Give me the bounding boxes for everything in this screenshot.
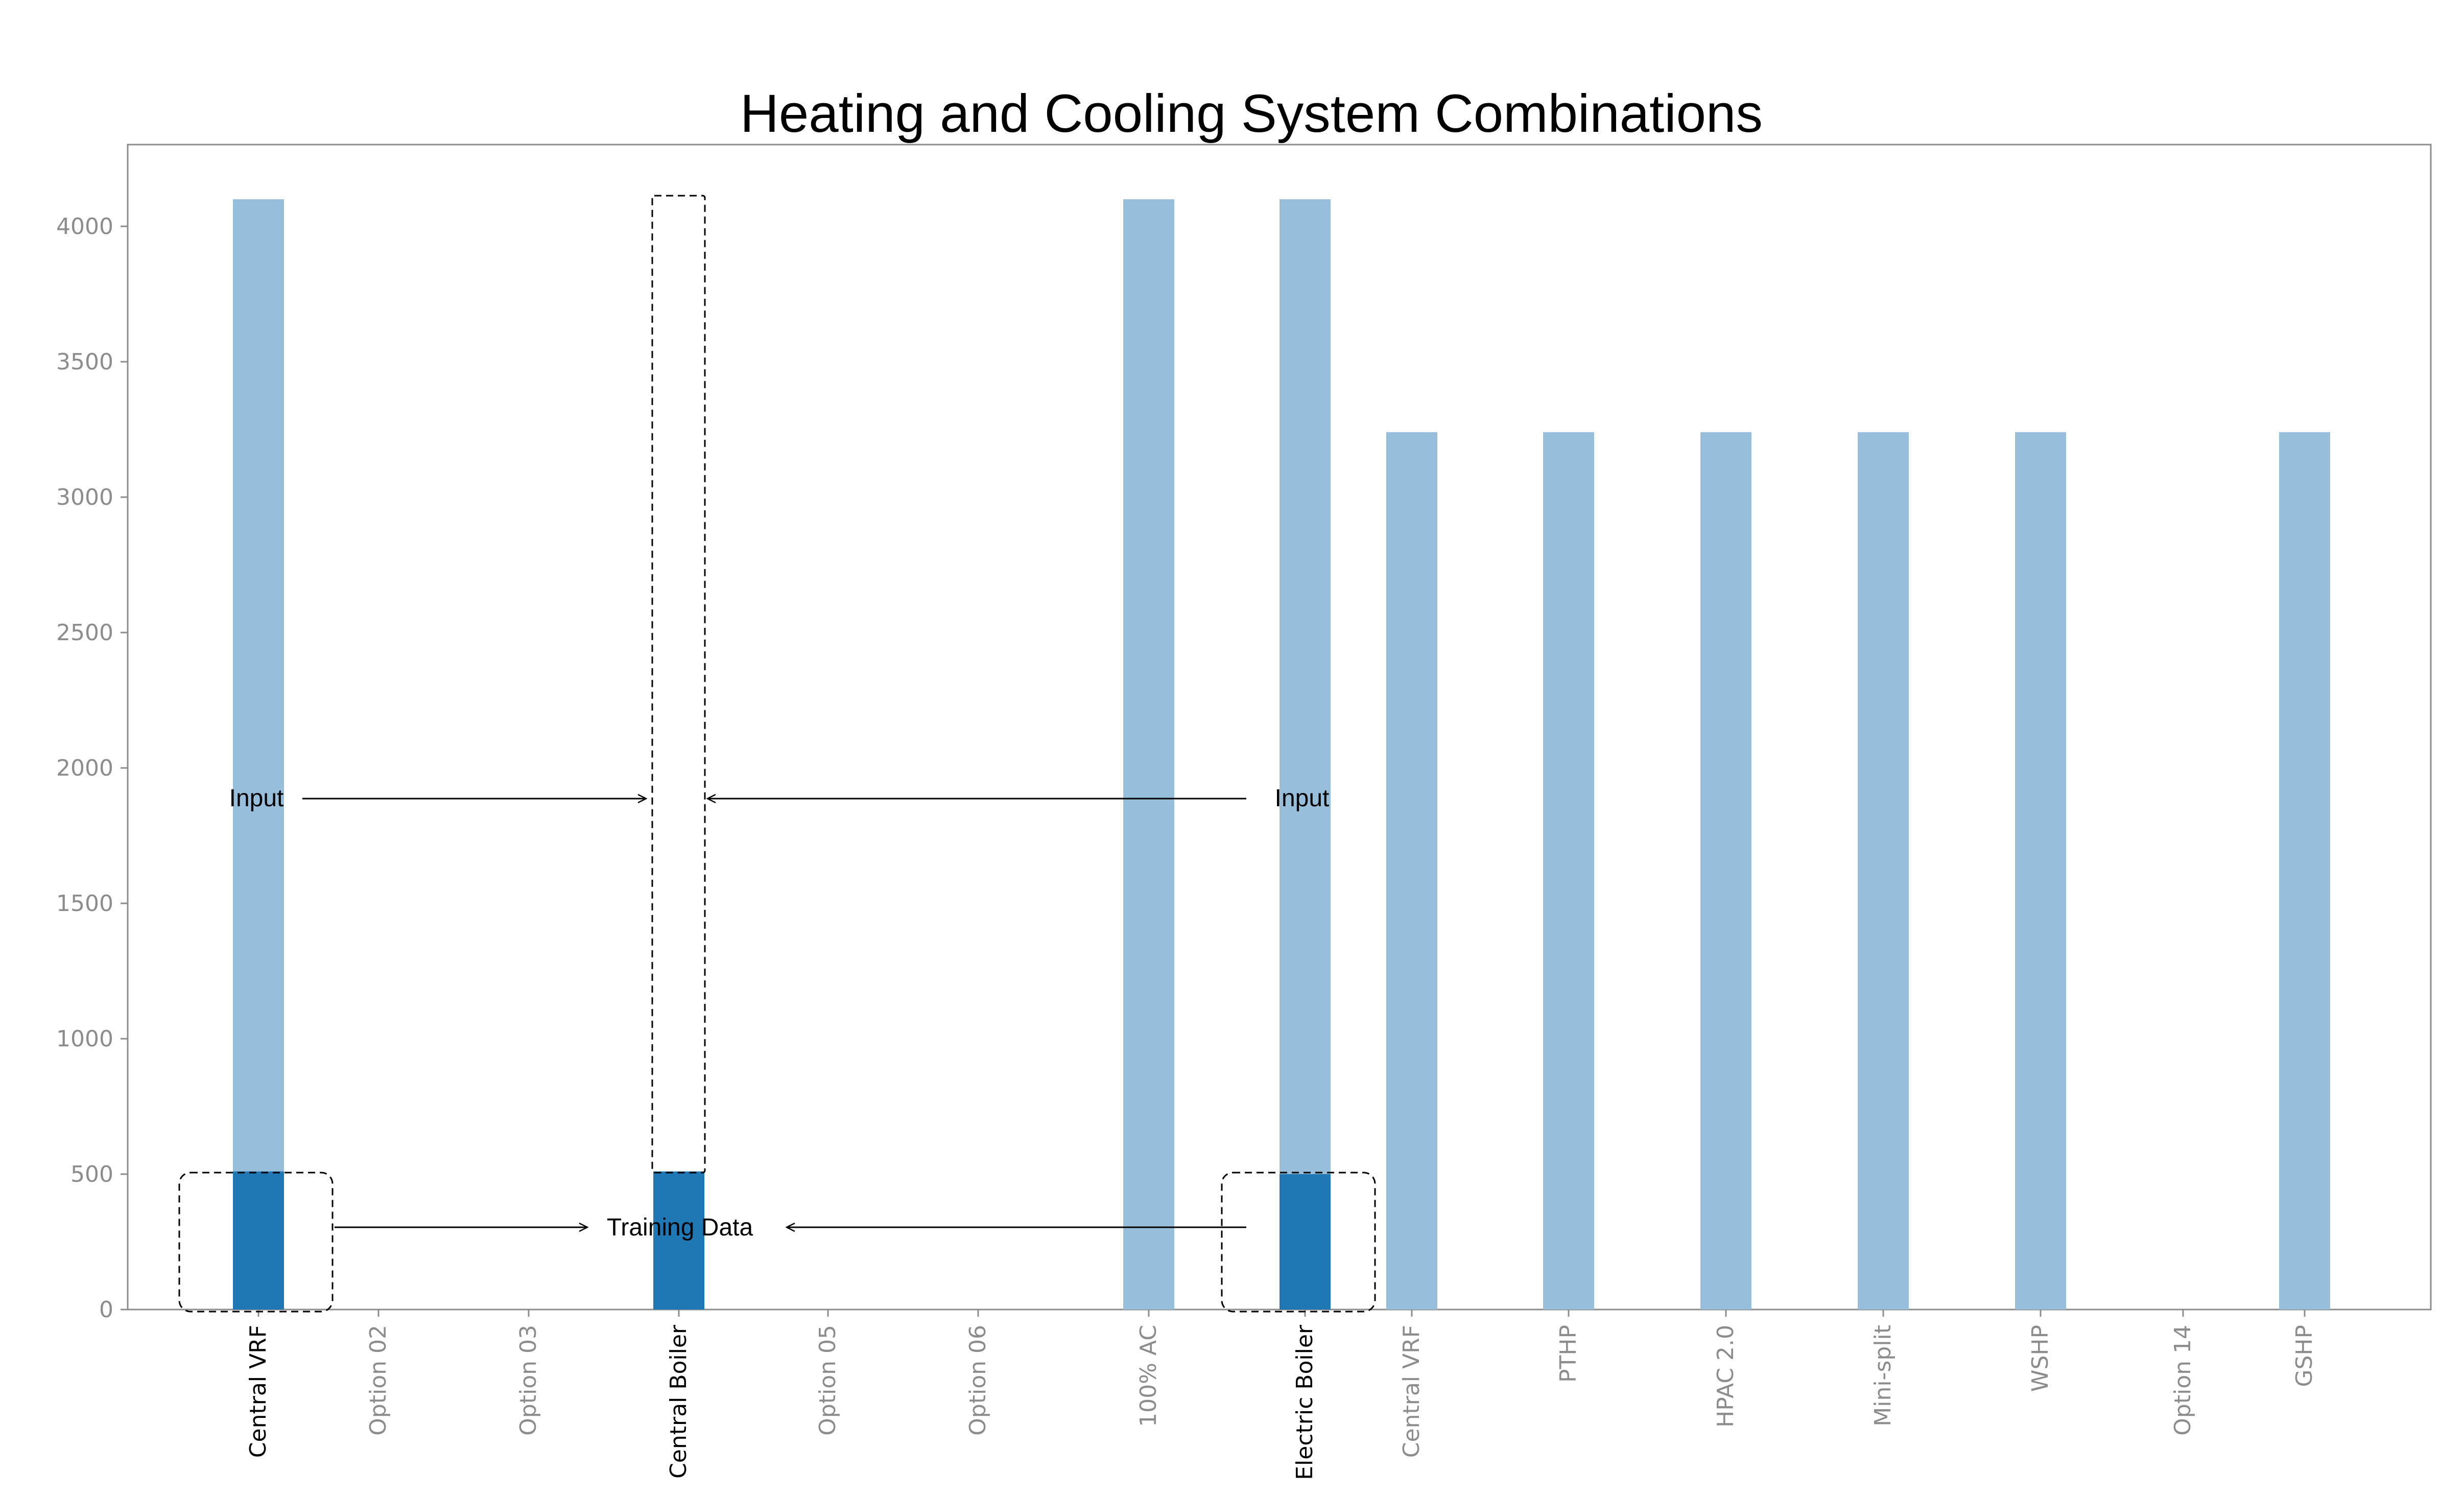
bar-light-10 <box>1543 432 1594 1310</box>
bar-light-9 <box>1386 432 1437 1310</box>
y-tick-label: 500 <box>70 1161 113 1187</box>
x-tick-label: WSHP <box>2027 1325 2053 1392</box>
x-tick-label: Option 14 <box>2170 1325 2196 1436</box>
input-label-right: Input <box>1275 785 1330 812</box>
x-tick-label: PTHP <box>1555 1325 1581 1383</box>
x-tick-label: Central Boiler <box>666 1324 692 1479</box>
x-tick-label: 100% AC <box>1135 1325 1162 1427</box>
chart-title: Heating and Cooling System Combinations <box>740 84 1763 144</box>
light-bar-series <box>233 199 2330 1310</box>
y-tick-label: 2500 <box>56 620 113 646</box>
x-tick-label: Central VRF <box>1399 1325 1425 1458</box>
bar-light-11 <box>1700 432 1751 1310</box>
dark-bar-series <box>233 1171 1331 1310</box>
bar-light-13 <box>2015 432 2066 1310</box>
y-axis-ticks: 0 500 1000 1500 2000 2500 3000 3500 4000 <box>56 214 128 1323</box>
input-box-central-boiler <box>651 195 706 1174</box>
training-data-label: Training Data <box>607 1214 753 1241</box>
training-box-central-vrf <box>178 1172 334 1313</box>
plot-area-frame <box>127 144 2432 1311</box>
y-tick-label: 1500 <box>56 891 113 917</box>
x-tick-label: Electric Boiler <box>1292 1324 1318 1480</box>
input-label-left: Input <box>229 785 284 812</box>
bar-dark-1 <box>233 1171 284 1310</box>
y-tick-label: 1000 <box>56 1026 113 1052</box>
annotations: Input Input Training Data <box>178 195 1376 1313</box>
bar-light-12 <box>1858 432 1909 1310</box>
y-tick-label: 0 <box>99 1297 113 1323</box>
x-tick-label: Option 06 <box>965 1325 991 1436</box>
bar-light-8 <box>1280 199 1331 1310</box>
x-tick-label: HPAC 2.0 <box>1713 1325 1739 1428</box>
bar-dark-8 <box>1280 1174 1331 1310</box>
x-tick-label: Mini-split <box>1870 1325 1896 1427</box>
x-tick-label: Option 03 <box>515 1325 541 1436</box>
bar-light-7 <box>1123 199 1174 1310</box>
y-tick-label: 3500 <box>56 349 113 375</box>
bar-light-1 <box>233 199 284 1310</box>
y-tick-label: 2000 <box>56 755 113 781</box>
x-tick-label: GSHP <box>2291 1325 2317 1387</box>
x-axis-ticks: Central VRF Option 02 Option 03 Central Boi… <box>245 1310 2317 1480</box>
y-tick-label: 4000 <box>56 214 113 240</box>
bar-dark-4 <box>653 1171 704 1310</box>
y-tick-label: 3000 <box>56 484 113 510</box>
x-tick-label: Option 02 <box>365 1325 391 1436</box>
x-tick-label: Option 05 <box>815 1325 841 1436</box>
bar-light-15 <box>2279 432 2330 1310</box>
training-box-electric-boiler <box>1221 1172 1376 1313</box>
x-tick-label: Central VRF <box>245 1325 271 1458</box>
